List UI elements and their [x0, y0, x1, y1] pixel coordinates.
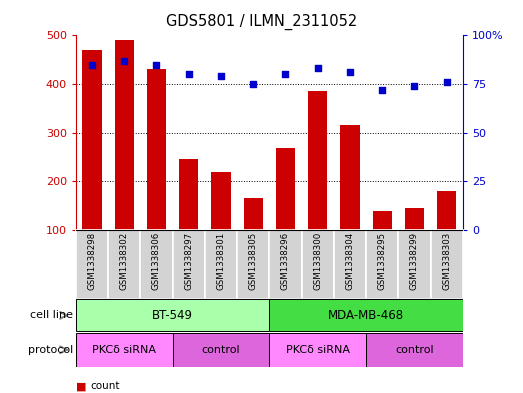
Point: [152, 61, 161, 68]
Bar: [276, 148, 295, 230]
Text: PKCδ siRNA: PKCδ siRNA: [286, 345, 350, 355]
Point: [378, 87, 386, 93]
Text: GSM1338305: GSM1338305: [249, 232, 258, 290]
Bar: [211, 171, 231, 230]
Bar: [334, 230, 366, 299]
Text: PKCδ siRNA: PKCδ siRNA: [92, 345, 156, 355]
Bar: [179, 160, 198, 230]
Text: GSM1338303: GSM1338303: [442, 232, 451, 290]
Bar: [76, 333, 173, 367]
Bar: [82, 50, 101, 230]
Text: GSM1338304: GSM1338304: [346, 232, 355, 290]
Text: GSM1338299: GSM1338299: [410, 232, 419, 290]
Bar: [76, 299, 269, 331]
Text: control: control: [395, 345, 434, 355]
Bar: [205, 230, 237, 299]
Bar: [173, 230, 205, 299]
Bar: [115, 40, 134, 230]
Bar: [140, 230, 173, 299]
Bar: [76, 230, 108, 299]
Point: [410, 83, 418, 89]
Text: control: control: [202, 345, 240, 355]
Text: GSM1338297: GSM1338297: [184, 232, 193, 290]
Bar: [405, 208, 424, 230]
Point: [249, 81, 257, 87]
Bar: [269, 230, 302, 299]
Text: GDS5801 / ILMN_2311052: GDS5801 / ILMN_2311052: [166, 14, 357, 30]
Point: [281, 71, 290, 77]
Text: MDA-MB-468: MDA-MB-468: [328, 309, 404, 322]
Text: GSM1338301: GSM1338301: [217, 232, 225, 290]
Text: count: count: [90, 381, 120, 391]
Point: [346, 69, 354, 75]
Bar: [269, 333, 366, 367]
Bar: [430, 230, 463, 299]
Bar: [372, 211, 392, 230]
Bar: [244, 198, 263, 230]
Bar: [108, 230, 140, 299]
Text: GSM1338298: GSM1338298: [87, 232, 96, 290]
Point: [217, 73, 225, 79]
Point: [185, 71, 193, 77]
Text: GSM1338300: GSM1338300: [313, 232, 322, 290]
Text: BT-549: BT-549: [152, 309, 193, 322]
Bar: [399, 230, 430, 299]
Bar: [340, 125, 360, 230]
Bar: [147, 70, 166, 230]
Text: GSM1338306: GSM1338306: [152, 232, 161, 290]
Point: [120, 57, 129, 64]
Point: [442, 79, 451, 85]
Text: cell line: cell line: [30, 310, 73, 320]
Bar: [269, 299, 463, 331]
Bar: [437, 191, 457, 230]
Bar: [308, 91, 327, 230]
Text: GSM1338295: GSM1338295: [378, 232, 386, 290]
Text: GSM1338302: GSM1338302: [120, 232, 129, 290]
Bar: [366, 333, 463, 367]
Text: protocol: protocol: [28, 345, 73, 355]
Bar: [366, 230, 399, 299]
Text: GSM1338296: GSM1338296: [281, 232, 290, 290]
Point: [88, 61, 96, 68]
Bar: [302, 230, 334, 299]
Bar: [237, 230, 269, 299]
Bar: [173, 333, 269, 367]
Text: ■: ■: [76, 381, 86, 391]
Point: [314, 65, 322, 72]
